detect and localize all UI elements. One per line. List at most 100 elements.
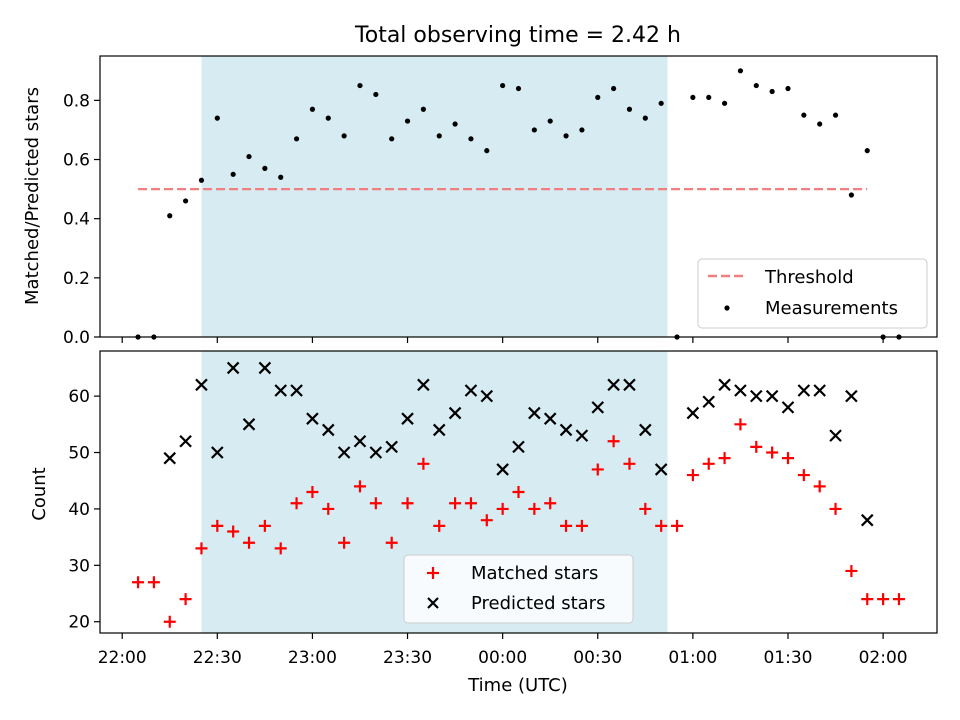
measurement-point: [373, 91, 379, 98]
count-legend-box: [403, 554, 634, 624]
predicted-star-marker: [211, 446, 224, 459]
matched-star-marker: [369, 497, 382, 510]
measurement-point: [293, 136, 300, 142]
predicted-star-marker: [718, 378, 731, 392]
matched-star-marker: [734, 418, 747, 431]
matched-star-marker: [274, 542, 287, 555]
matched-star-marker: [813, 480, 826, 493]
measurement-point: [500, 82, 506, 89]
matched-star-marker: [528, 502, 541, 515]
matched-star-marker: [544, 497, 557, 510]
measurement-point: [484, 148, 490, 154]
predicted-star-marker: [179, 434, 192, 448]
measurement-point: [690, 94, 696, 101]
matched-star-marker: [512, 486, 525, 498]
chart-title: Total observing time = 2.42 h: [354, 23, 681, 48]
measurement-point: [420, 106, 426, 112]
predicted-star-marker: [432, 423, 446, 437]
matched-star-marker: [639, 502, 652, 515]
x-axis-label: Time (UTC): [467, 675, 568, 696]
matched-star-marker: [861, 593, 874, 606]
legend-measurement-swatch: [724, 305, 730, 311]
predicted-star-marker: [195, 378, 208, 392]
predicted-star-marker: [274, 384, 287, 397]
measurement-point: [246, 153, 252, 160]
predicted-star-marker: [860, 513, 874, 527]
predicted-star-marker: [607, 378, 620, 392]
predicted-star-marker: [623, 378, 636, 392]
matched-star-marker: [607, 435, 620, 448]
matched-star-marker: [385, 536, 398, 549]
count-x-ticks: 22:00 22:30 23:00 23:30 00:00 00:30 01:00 01:30…: [98, 633, 908, 668]
predicted-star-marker: [226, 361, 240, 375]
measurement-point: [278, 174, 284, 180]
matched-stars-points: [132, 418, 905, 628]
matched-star-marker: [845, 564, 858, 577]
measurement-point: [214, 115, 220, 121]
measurement-point: [341, 133, 347, 139]
matched-star-marker: [417, 457, 430, 470]
matched-star-marker: [132, 576, 145, 589]
matched-star-marker: [464, 497, 477, 510]
legend-threshold-label: Threshold: [764, 267, 854, 288]
measurement-point: [579, 127, 585, 133]
matched-star-marker: [591, 463, 604, 476]
predicted-star-marker: [385, 440, 398, 454]
count-y-axis-label: Count: [29, 467, 50, 520]
predicted-star-marker: [464, 384, 478, 397]
ratio-x-ticks: [121, 337, 884, 343]
y-tick-label: 20: [68, 613, 90, 633]
predicted-star-marker: [290, 384, 303, 397]
matched-star-marker: [702, 457, 715, 470]
predicted-star-marker: [797, 384, 811, 397]
measurement-point: [817, 121, 823, 127]
measurement-point: [642, 115, 648, 121]
measurement-point: [737, 68, 744, 74]
matched-star-marker: [322, 502, 335, 515]
measurement-point: [452, 121, 458, 127]
matched-star-marker: [718, 452, 731, 465]
y-tick-label: 60: [68, 387, 90, 407]
measurement-point: [262, 165, 268, 171]
measurement-point: [753, 82, 759, 89]
ratio-panel: 0.00.20.40.60.8 Matched/Predicted stars …: [22, 55, 938, 348]
x-tick-label: 01:30: [763, 648, 812, 668]
measurement-point: [183, 198, 189, 204]
x-tick-label: 23:00: [288, 648, 337, 668]
x-tick-label: 22:30: [193, 648, 242, 668]
ratio-y-ticks: 0.0 0.2 0.4 0.6 0.8: [63, 91, 100, 348]
predicted-star-marker: [781, 401, 795, 414]
matched-star-marker: [227, 525, 240, 538]
predicted-star-marker: [575, 429, 589, 442]
measurement-point: [785, 85, 791, 92]
predicted-star-marker: [258, 361, 272, 375]
legend-matched-label: Matched stars: [471, 563, 598, 584]
matched-star-marker: [433, 519, 446, 532]
measurement-point: [404, 118, 411, 124]
matched-star-marker: [449, 497, 462, 510]
y-tick-label: 0.8: [63, 91, 90, 111]
predicted-star-marker: [306, 412, 319, 425]
predicted-star-marker: [353, 434, 367, 448]
measurement-point: [357, 82, 363, 89]
predicted-star-marker: [591, 401, 605, 414]
x-tick-label: 02:00: [859, 648, 908, 668]
predicted-star-marker: [512, 440, 525, 454]
predicted-star-marker: [686, 406, 700, 420]
predicted-star-marker: [448, 406, 462, 420]
legend-predicted-swatch: [427, 597, 439, 609]
legend-measurement-label: Measurements: [765, 298, 898, 319]
measurement-point: [531, 127, 537, 133]
measurement-point: [801, 112, 807, 118]
legend-matched-swatch: [427, 567, 439, 579]
matched-star-marker: [147, 576, 160, 589]
predicted-star-marker: [528, 406, 541, 420]
measurement-point: [595, 94, 601, 101]
predicted-stars-points: [163, 361, 874, 527]
y-tick-label: 30: [68, 556, 90, 576]
matched-star-marker: [766, 446, 779, 459]
matched-star-marker: [338, 536, 351, 549]
predicted-star-marker: [337, 446, 351, 459]
matched-star-marker: [892, 593, 905, 606]
